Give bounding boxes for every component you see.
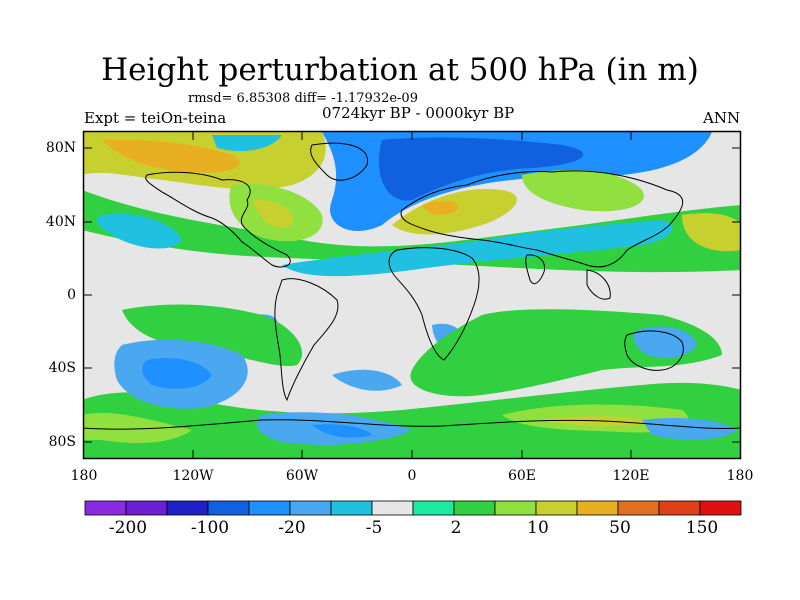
colorbar-label: -5: [365, 518, 383, 538]
colorbar-swatch: [330, 500, 373, 516]
lon-tick-label: 120W: [172, 468, 214, 484]
lat-tick-label: 80N: [45, 140, 76, 156]
lon-tick-label: 180: [726, 468, 754, 484]
contour-region: [422, 200, 458, 215]
period-label: 0724kyr BP - 0000kyr BP: [322, 104, 515, 122]
colorbar-swatch: [576, 500, 619, 516]
coastline-india: [525, 254, 546, 285]
lat-tick-label: 40N: [45, 214, 76, 230]
colorbar-label: -100: [190, 518, 230, 538]
colorbar-swatch: [494, 500, 537, 516]
map-panel: [82, 130, 742, 460]
stats-line: rmsd= 6.85308 diff= -1.17932e-09: [188, 91, 418, 106]
lat-tick-label: 80S: [48, 434, 76, 450]
colorbar-swatch: [617, 500, 660, 516]
contour-region: [96, 213, 182, 249]
coastline-antarctica: [84, 419, 740, 430]
lon-tick-label: 60E: [507, 468, 537, 484]
contour-region: [142, 358, 212, 389]
season-label: ANN: [703, 109, 741, 127]
contour-region: [392, 189, 517, 235]
colorbar-swatch: [699, 500, 742, 516]
contour-region: [84, 382, 740, 458]
contour-region: [633, 326, 697, 359]
colorbar-swatch: [412, 500, 455, 516]
colorbar-swatch: [535, 500, 578, 516]
contour-region: [332, 369, 402, 391]
colorbar-label: 2: [450, 518, 462, 538]
lon-tick-label: 60W: [285, 468, 319, 484]
coastline-greenland: [310, 142, 368, 181]
contour-region: [212, 135, 282, 152]
contour-region: [84, 412, 192, 443]
contour-region: [282, 220, 673, 277]
contour-region: [522, 170, 644, 212]
contour-region: [542, 416, 652, 427]
lon-tick-label: 120E: [612, 468, 650, 484]
colorbar-swatch: [125, 500, 168, 516]
colorbar-swatch: [453, 500, 496, 516]
experiment-label: Expt = teiOn-teina: [84, 109, 227, 127]
map-title: Height perturbation at 500 hPa (in m): [101, 52, 699, 88]
coastlines: [84, 142, 740, 430]
contour-region: [642, 418, 737, 440]
colorbar-swatch: [289, 500, 332, 516]
colorbar-swatch: [84, 500, 127, 516]
colorbar-label: 50: [609, 518, 631, 538]
contour-region: [312, 424, 372, 438]
colorbar-swatch: [166, 500, 209, 516]
colorbar-swatch: [207, 500, 250, 516]
colorbar-label: -20: [278, 518, 306, 538]
contour-region: [122, 304, 303, 367]
lat-tick-label: 0: [67, 287, 76, 303]
colorbar: [84, 500, 742, 516]
coastline-south-america: [274, 278, 339, 402]
coastline-australia: [624, 330, 684, 371]
contour-region: [102, 139, 240, 173]
colorbar-swatch: [658, 500, 701, 516]
colorbar-label: 150: [685, 518, 719, 538]
colorbar-label: -200: [108, 518, 148, 538]
coastline-eurasia: [400, 170, 684, 268]
lat-tick-label: 40S: [48, 360, 76, 376]
colorbar-swatch: [371, 500, 414, 516]
coastline-africa: [388, 247, 480, 361]
lon-tick-label: 180: [70, 468, 98, 484]
map-frame: [82, 130, 742, 460]
colorbar-swatch: [248, 500, 291, 516]
coastline-north-america: [145, 171, 291, 268]
contour-region: [252, 199, 293, 229]
lon-tick-label: 0: [407, 468, 417, 484]
colorbar-label: 10: [527, 518, 549, 538]
contour-region: [682, 213, 740, 252]
contour-region: [378, 137, 584, 201]
coastline-southeast-asia: [586, 269, 611, 300]
